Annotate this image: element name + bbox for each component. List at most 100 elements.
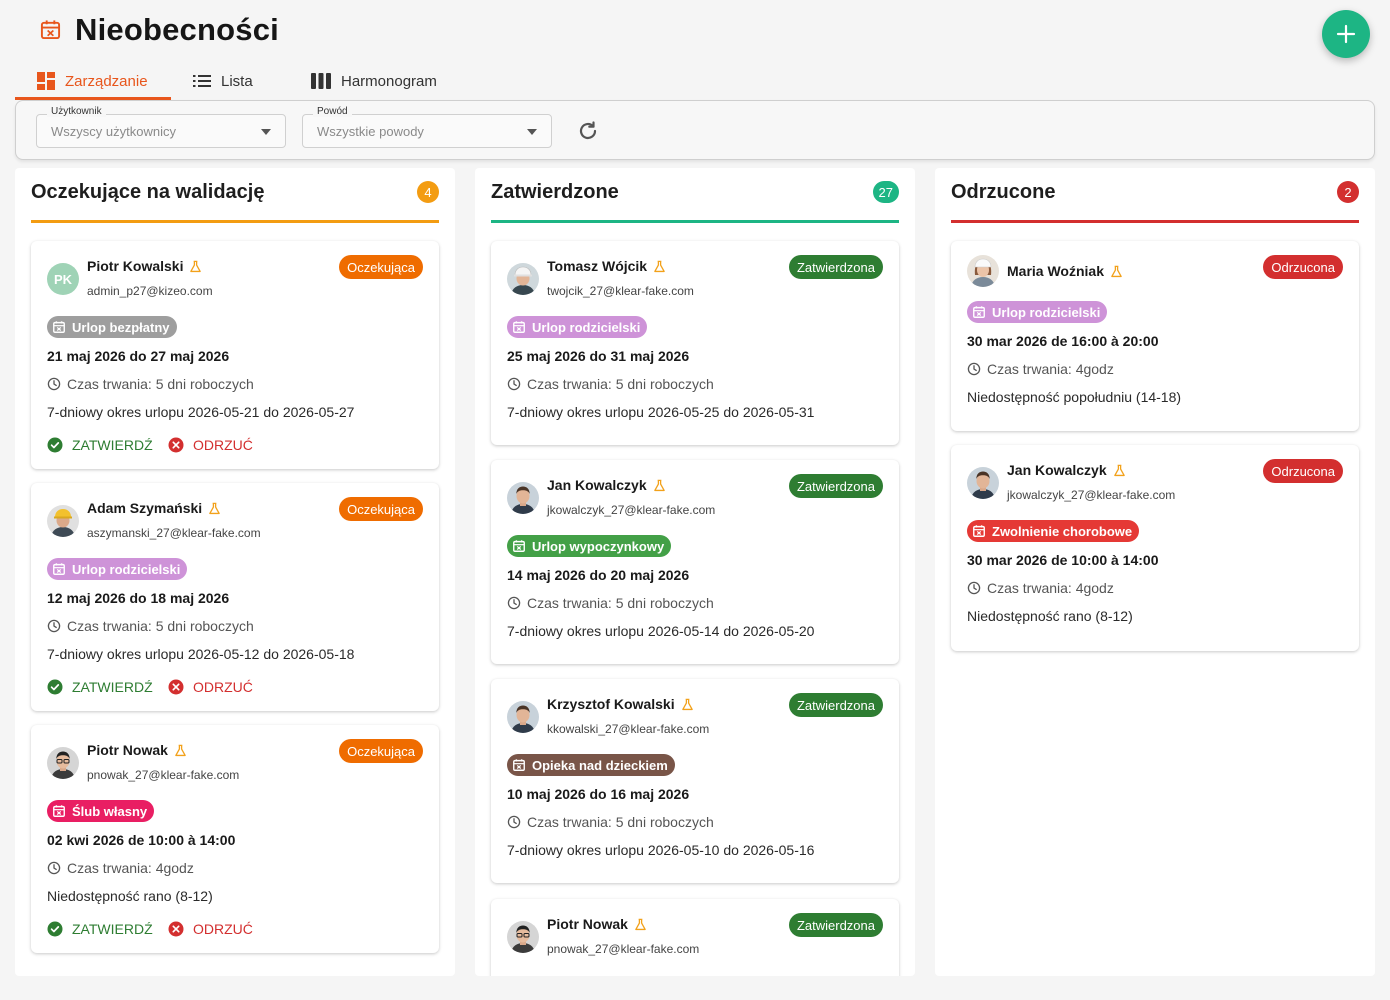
list-icon <box>193 75 211 87</box>
user-name: Jan Kowalczyk <box>1007 462 1126 478</box>
status-badge: Odrzucona <box>1263 459 1343 483</box>
check-circle-icon <box>47 921 63 937</box>
refresh-icon[interactable] <box>576 119 600 143</box>
add-absence-button[interactable] <box>1322 10 1370 58</box>
x-circle-icon <box>168 921 184 937</box>
user-name: Piotr Kowalski <box>87 258 202 274</box>
calendar-x-icon <box>512 758 526 772</box>
absence-description: 7-dniowy okres urlopu 2026-05-25 do 2026… <box>507 404 815 420</box>
clock-icon <box>507 596 521 610</box>
clock-icon <box>47 619 61 633</box>
flask-icon <box>208 502 221 515</box>
absence-dates: 30 mar 2026 de 10:00 à 14:00 <box>967 552 1159 568</box>
check-circle-icon <box>47 437 63 453</box>
user-email: pnowak_27@klear-fake.com <box>87 768 240 782</box>
view-tabs: Zarządzanie Lista Harmonogram <box>15 62 437 100</box>
tab-zarzadzanie[interactable]: Zarządzanie <box>15 62 171 100</box>
approve-button[interactable]: ZATWIERDŹ <box>47 679 153 695</box>
absence-dates: 21 maj 2026 do 27 maj 2026 <box>47 348 230 364</box>
flask-icon <box>1110 265 1123 278</box>
avatar <box>47 747 79 779</box>
absence-description: 7-dniowy okres urlopu 2026-05-12 do 2026… <box>47 646 355 662</box>
tab-label: Zarządzanie <box>65 72 148 90</box>
filter-bar: Użytkownik Wszyscy użytkownicy Powód Wsz… <box>15 100 1375 160</box>
reason-badge: Urlop rodzicielski <box>507 316 648 338</box>
column-pending: Oczekujące na walidację 4 PK Piotr Kowal… <box>15 168 455 976</box>
status-badge: Zatwierdzona <box>788 255 883 279</box>
flask-icon <box>174 744 187 757</box>
absence-card[interactable]: Adam Szymański aszymanski_27@klear-fake.… <box>31 483 439 711</box>
calendar-x-icon <box>972 524 986 538</box>
reject-button[interactable]: ODRZUĆ <box>168 921 253 937</box>
user-name: Jan Kowalczyk <box>547 477 666 493</box>
status-badge: Zatwierdzona <box>788 693 883 717</box>
user-filter-label: Użytkownik <box>47 106 106 117</box>
absence-card[interactable]: Tomasz Wójcik twojcik_27@klear-fake.com … <box>491 241 899 445</box>
user-email: admin_p27@kizeo.com <box>87 284 213 298</box>
user-filter-value: Wszyscy użytkownicy <box>51 124 176 139</box>
clock-icon <box>507 377 521 391</box>
absence-dates: 25 maj 2026 do 31 maj 2026 <box>507 348 690 364</box>
absence-duration: Czas trwania: 4godz <box>967 361 1114 377</box>
reason-filter-select[interactable]: Powód Wszystkie powody <box>302 106 552 148</box>
column-header: Odrzucone 2 <box>951 168 1359 223</box>
calendar-x-icon <box>52 320 66 334</box>
absence-card[interactable]: Jan Kowalczyk jkowalczyk_27@klear-fake.c… <box>491 460 899 664</box>
flask-icon <box>653 260 666 273</box>
absence-card[interactable]: PK Piotr Kowalski admin_p27@kizeo.com Oc… <box>31 241 439 469</box>
absence-card[interactable]: Krzysztof Kowalski kkowalski_27@klear-fa… <box>491 679 899 883</box>
column-count-badge: 27 <box>872 181 899 203</box>
x-circle-icon <box>168 437 184 453</box>
avatar <box>507 263 539 295</box>
absence-duration: Czas trwania: 5 dni roboczych <box>47 618 254 634</box>
avatar <box>507 482 539 514</box>
clock-icon <box>507 815 521 829</box>
absence-description: Niedostępność rano (8-12) <box>47 888 213 904</box>
reason-badge: Opieka nad dzieckiem <box>507 754 675 776</box>
avatar: PK <box>47 263 79 295</box>
user-email: pnowak_27@klear-fake.com <box>547 942 700 956</box>
absence-dates: 12 maj 2026 do 18 maj 2026 <box>47 590 230 606</box>
column-count-badge: 4 <box>417 181 439 203</box>
approve-button[interactable]: ZATWIERDŹ <box>47 921 153 937</box>
absence-duration: Czas trwania: 5 dni roboczych <box>47 376 254 392</box>
x-circle-icon <box>168 679 184 695</box>
absence-duration: Czas trwania: 5 dni roboczych <box>507 595 714 611</box>
status-badge: Zatwierdzona <box>788 474 883 498</box>
absence-card[interactable]: Jan Kowalczyk jkowalczyk_27@klear-fake.c… <box>951 445 1359 651</box>
absence-duration: Czas trwania: 4godz <box>967 580 1114 596</box>
absence-dates: 30 mar 2026 de 16:00 à 20:00 <box>967 333 1159 349</box>
reject-button[interactable]: ODRZUĆ <box>168 679 253 695</box>
absence-description: 7-dniowy okres urlopu 2026-05-10 do 2026… <box>507 842 815 858</box>
flask-icon <box>634 918 647 931</box>
user-name: Piotr Nowak <box>547 916 647 932</box>
avatar <box>967 467 999 499</box>
approve-button[interactable]: ZATWIERDŹ <box>47 437 153 453</box>
flask-icon <box>653 479 666 492</box>
tab-label: Harmonogram <box>341 72 437 90</box>
column-header: Zatwierdzone 27 <box>491 168 899 223</box>
status-badge: Oczekująca <box>339 255 423 279</box>
user-email: jkowalczyk_27@klear-fake.com <box>547 503 716 517</box>
absence-card[interactable]: Piotr Nowak pnowak_27@klear-fake.com Ocz… <box>31 725 439 953</box>
reason-badge: Urlop rodzicielski <box>967 301 1108 323</box>
status-badge: Oczekująca <box>339 739 423 763</box>
user-name: Maria Woźniak <box>1007 263 1123 279</box>
absence-description: 7-dniowy okres urlopu 2026-05-21 do 2026… <box>47 404 355 420</box>
reason-badge: Urlop rodzicielski <box>47 558 188 580</box>
status-badge: Odrzucona <box>1263 255 1343 279</box>
column-count-badge: 2 <box>1337 181 1359 203</box>
avatar <box>507 701 539 733</box>
calendar-x-icon <box>40 20 61 40</box>
user-filter-select[interactable]: Użytkownik Wszyscy użytkownicy <box>36 106 286 148</box>
status-badge: Zatwierdzona <box>788 913 883 937</box>
page-header: Nieobecności <box>0 0 1390 62</box>
calendar-x-icon <box>512 320 526 334</box>
absence-card[interactable]: Piotr Nowak pnowak_27@klear-fake.com Zat… <box>491 899 899 976</box>
tab-harmonogram[interactable]: Harmonogram <box>295 62 437 100</box>
user-name: Krzysztof Kowalski <box>547 696 694 712</box>
reject-button[interactable]: ODRZUĆ <box>168 437 253 453</box>
column-title: Odrzucone <box>951 181 1056 203</box>
tab-lista[interactable]: Lista <box>171 62 295 100</box>
absence-card[interactable]: Maria Woźniak Odrzucona Urlop rodziciels… <box>951 241 1359 431</box>
